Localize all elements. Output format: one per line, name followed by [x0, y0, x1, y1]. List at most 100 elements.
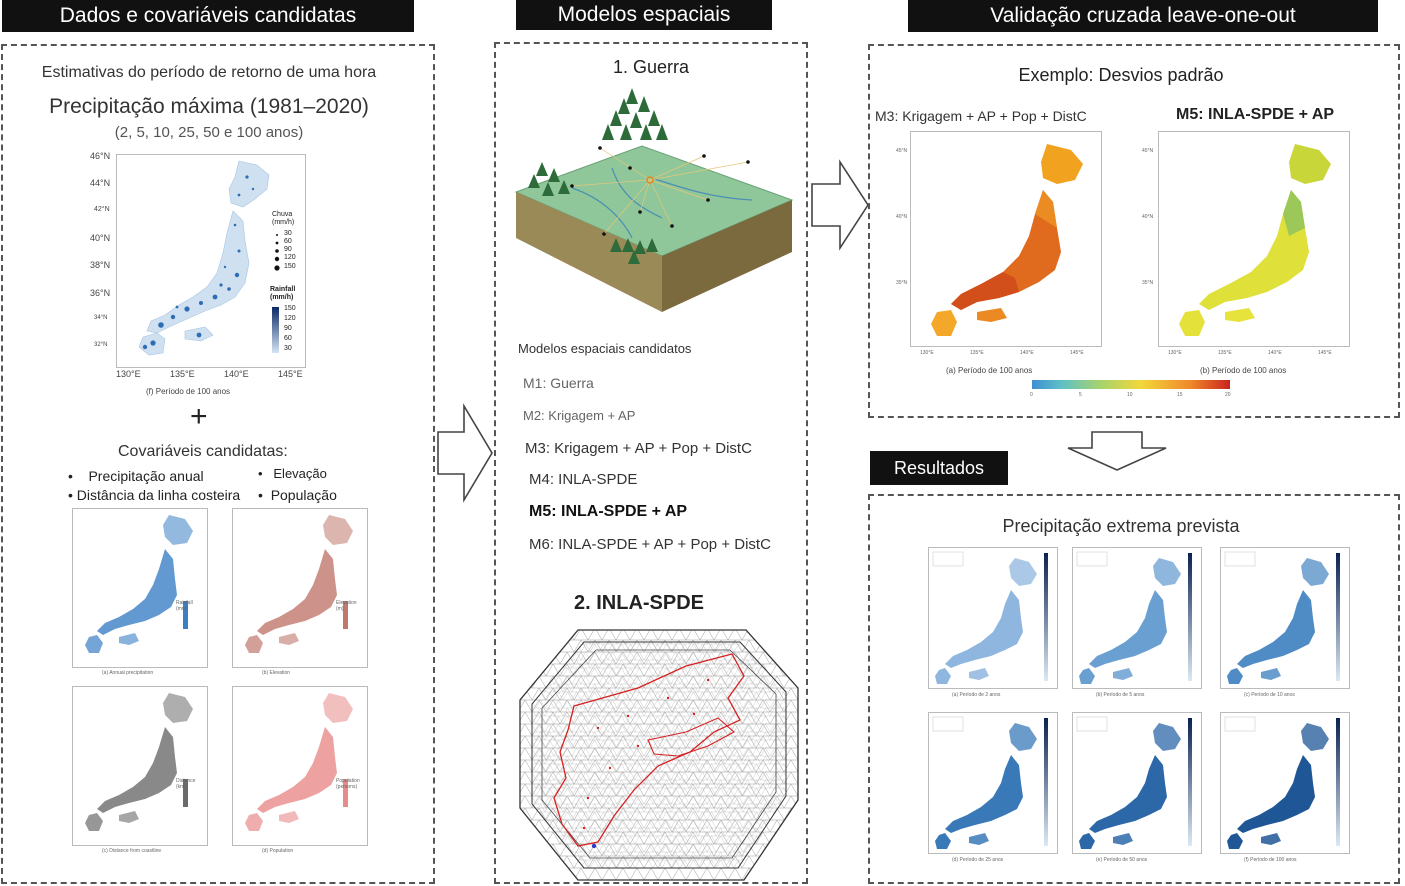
header-results: Resultados	[870, 451, 1008, 485]
covariate-map-legend: Rainfall (mm)	[176, 600, 193, 612]
rainfall-map-drawing	[138, 160, 280, 356]
result-map	[1072, 547, 1202, 689]
covariate-map-caption: (c) Distance from coastline	[102, 848, 162, 854]
covariate-map-caption: (b) Elevation	[262, 670, 291, 676]
lat-tick: 40°N	[90, 233, 111, 243]
covariate-annual: • Precipitação anual	[68, 468, 204, 484]
left-title: Precipitação máxima (1981–2020)	[49, 95, 369, 118]
result-map-caption: (f) Período de 100 anos	[1244, 857, 1297, 863]
covariate-coast: • Distância da linha costeira	[68, 487, 241, 503]
bar-legend-item: 150	[284, 305, 296, 312]
bar-legend-item: 60	[284, 335, 292, 342]
lat-tick: 46°N	[90, 151, 111, 161]
lon-tick: 135°E	[170, 369, 195, 379]
result-map-drawing	[932, 716, 1037, 849]
left-periods: (2, 5, 10, 25, 50 e 100 anos)	[114, 124, 304, 141]
lon-tick: 130°E	[1168, 350, 1182, 356]
plus-sign: +	[190, 400, 208, 433]
sd-caption-b: (b) Período de 100 anos	[1200, 366, 1287, 375]
bar-legend-item: 30	[284, 345, 292, 352]
colorbar-tick: 5	[1079, 392, 1082, 398]
model-m5: M5: INLA-SPDE + AP	[529, 503, 688, 520]
m3-map-label: M3: Krigagem + AP + Pop + DistC	[875, 108, 1087, 124]
result-map-caption: (b) Período de 5 anos	[1096, 692, 1145, 698]
covariate-map	[72, 508, 208, 668]
covariate-map-legend: Distance (km)	[176, 778, 196, 790]
result-map-caption: (e) Período de 50 anos	[1096, 857, 1148, 863]
result-map	[928, 547, 1058, 689]
covariate-elevation-label: Elevação	[273, 466, 327, 481]
result-map-caption: (a) Período de 2 anos	[952, 692, 1001, 698]
rainfall-map-caption: (f) Período de 100 anos	[146, 387, 231, 396]
left-subtitle: Estimativas do período de retorno de uma…	[41, 64, 377, 81]
result-map-caption: (d) Período de 25 anos	[952, 857, 1004, 863]
panel-data-covariates	[1, 44, 435, 884]
result-map-drawing	[1224, 716, 1329, 849]
result-map	[1220, 712, 1350, 854]
rainfall-map	[116, 154, 306, 368]
covariate-elevation: • Elevação	[258, 466, 327, 481]
covariate-map	[232, 508, 368, 668]
lon-tick: 130°E	[920, 350, 934, 356]
sd-caption-a: (a) Período de 100 anos	[946, 366, 1033, 375]
colorbar-tick: 20	[1225, 392, 1231, 398]
sd-map-m5	[1158, 131, 1350, 347]
lat-tick: 35°N	[896, 280, 908, 286]
colorbar-tick: 0	[1030, 392, 1033, 398]
terrain-illustration	[514, 88, 794, 312]
result-map-drawing	[1076, 551, 1181, 684]
inla-title: 2. INLA-SPDE	[573, 592, 705, 614]
covariate-map	[232, 686, 368, 846]
colorbar-tick: 10	[1127, 392, 1133, 398]
example-title: Exemplo: Desvios padrão	[1018, 65, 1224, 85]
points-legend-item: 150	[284, 263, 296, 270]
lon-tick: 135°E	[1218, 350, 1232, 356]
points-legend-item: 90	[284, 246, 292, 253]
result-colorbar	[1188, 718, 1192, 846]
covariate-coast-label: Distância da linha costeira	[76, 487, 241, 503]
bar-legend-title: Rainfall (mm/h)	[270, 286, 296, 301]
result-colorbar	[1336, 718, 1340, 846]
header-cross-validation: Validação cruzada leave-one-out	[908, 0, 1378, 32]
panel-cross-validation	[868, 44, 1400, 418]
lat-tick: 40°N	[896, 214, 908, 220]
lon-tick: 145°E	[1318, 350, 1332, 356]
points-legend-item: 120	[284, 254, 296, 261]
header-data-covariates: Dados e covariáveis candidatas	[2, 0, 414, 32]
arrow-right-icon	[811, 159, 869, 251]
result-colorbar	[1336, 553, 1340, 681]
panel-results	[868, 494, 1400, 884]
covariate-map-caption: (a) Annual precipitation	[102, 670, 154, 676]
model-m1: M1: Guerra	[523, 375, 594, 391]
lat-tick: 32°N	[94, 342, 108, 348]
result-map-caption: (c) Período de 10 anos	[1244, 692, 1295, 698]
results-title: Precipitação extrema prevista	[1002, 516, 1240, 536]
sd-map-m5-drawing	[1179, 144, 1331, 336]
result-colorbar	[1188, 553, 1192, 681]
covariates-title: Covariáveis candidatas:	[118, 443, 288, 460]
arrow-right-icon	[437, 403, 493, 503]
lat-tick: 34°N	[94, 315, 108, 321]
lat-tick: 44°N	[90, 178, 111, 188]
points-legend-item: 30	[284, 230, 292, 237]
lon-tick: 145°E	[1070, 350, 1084, 356]
inla-mesh	[519, 629, 799, 881]
result-map-drawing	[932, 551, 1037, 684]
lat-tick: 45°N	[1142, 148, 1154, 154]
points-legend-item: 60	[284, 238, 292, 245]
lon-tick: 135°E	[970, 350, 984, 356]
lat-tick: 40°N	[1142, 214, 1154, 220]
panel-spatial-models	[494, 42, 808, 884]
lon-tick: 140°E	[224, 369, 249, 379]
result-map	[1072, 712, 1202, 854]
lon-tick: 140°E	[1268, 350, 1282, 356]
m5-map-label: M5: INLA-SPDE + AP	[1176, 106, 1335, 123]
guerra-title: 1. Guerra	[612, 57, 690, 77]
result-map-drawing	[1076, 716, 1181, 849]
covariate-map-drawing	[85, 515, 193, 653]
header-spatial-models: Modelos espaciais	[516, 0, 772, 30]
covariate-map	[72, 686, 208, 846]
lat-tick: 45°N	[896, 148, 908, 154]
covariate-map-legend: Elevation (m)	[336, 600, 357, 612]
candidates-title: Modelos espaciais candidatos	[518, 341, 692, 356]
